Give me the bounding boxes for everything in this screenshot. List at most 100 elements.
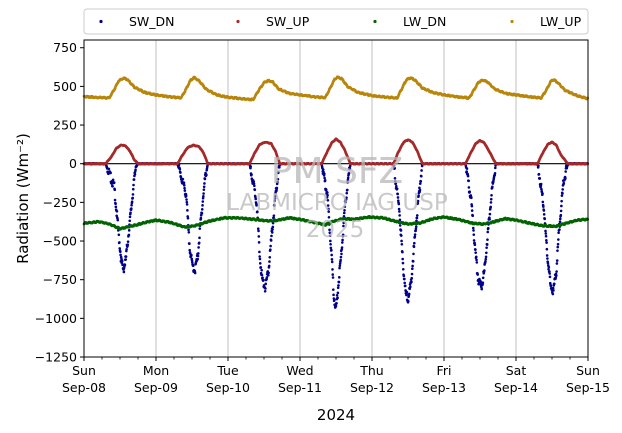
- data-point-sw_dn: [559, 209, 563, 213]
- data-point-sw_dn: [273, 199, 277, 203]
- data-point-sw_dn: [330, 248, 333, 252]
- data-point-sw_dn: [107, 167, 111, 171]
- data-point-sw_dn: [254, 197, 257, 201]
- data-point-sw_dn: [131, 187, 135, 191]
- data-point-sw_dn: [340, 252, 343, 256]
- data-point-sw_dn: [203, 177, 207, 181]
- data-point-sw_dn: [397, 202, 401, 206]
- data-point-sw_dn: [119, 253, 122, 257]
- data-point-sw_dn: [561, 188, 565, 191]
- grid: [155, 40, 517, 357]
- data-point-sw_dn: [329, 239, 332, 243]
- data-point-sw_dn: [178, 167, 182, 171]
- data-point-sw_dn: [416, 199, 420, 203]
- data-point-sw_dn: [398, 218, 402, 222]
- data-point-sw_dn: [327, 207, 330, 211]
- data-point-sw_dn: [271, 228, 274, 231]
- data-point-sw_dn: [471, 214, 475, 218]
- data-point-sw_dn: [340, 248, 344, 251]
- data-point-sw_dn: [488, 212, 492, 216]
- data-point-sw_dn: [556, 245, 560, 249]
- data-point-sw_dn: [193, 271, 197, 275]
- data-point-sw_dn: [122, 270, 126, 274]
- data-point-sw_dn: [340, 246, 344, 249]
- data-point-sw_dn: [265, 276, 269, 279]
- data-point-sw_dn: [468, 190, 472, 193]
- data-point-sw_dn: [127, 233, 131, 237]
- data-point-sw_dn: [336, 296, 339, 300]
- data-point-sw_dn: [474, 251, 477, 254]
- data-point-sw_dn: [258, 255, 261, 258]
- data-point-sw_dn: [484, 260, 487, 263]
- data-point-sw_dn: [325, 196, 329, 199]
- data-point-sw_dn: [401, 267, 405, 271]
- data-point-sw_dn: [323, 179, 327, 182]
- data-point-sw_dn: [198, 236, 201, 240]
- data-point-sw_dn: [197, 241, 201, 245]
- data-point-sw_dn: [403, 277, 406, 281]
- data-point-sw_dn: [472, 233, 476, 236]
- data-point-sw_dn: [546, 257, 549, 260]
- data-point-sw_dn: [200, 208, 204, 211]
- data-point-sw_dn: [401, 261, 405, 265]
- data-point-sw_dn: [255, 203, 259, 207]
- data-point-sw_dn: [418, 182, 422, 185]
- data-point-sw_dn: [542, 213, 546, 216]
- data-point-sw_dn: [260, 268, 264, 272]
- data-point-sw_dn: [326, 193, 329, 197]
- data-point-sw_dn: [540, 187, 543, 191]
- data-point-sw_dn: [196, 254, 200, 258]
- data-point-sw_dn: [490, 194, 493, 197]
- data-point-sw_dn: [202, 185, 206, 189]
- data-point-sw_dn: [405, 290, 409, 294]
- data-point-sw_dn: [400, 234, 403, 237]
- data-point-sw_dn: [494, 166, 497, 170]
- data-point-sw_dn: [551, 292, 555, 296]
- data-point-sw_dn: [185, 198, 188, 201]
- data-point-sw_dn: [564, 177, 567, 180]
- data-point-sw_dn: [474, 248, 477, 251]
- data-point-sw_dn: [398, 210, 401, 213]
- data-point-sw_dn: [323, 176, 326, 180]
- data-point-sw_dn: [415, 214, 419, 217]
- data-point-sw_dn: [344, 200, 347, 204]
- data-point-sw_dn: [560, 199, 563, 203]
- data-point-sw_dn: [337, 276, 341, 279]
- data-point-sw_dn: [334, 304, 338, 308]
- data-point-sw_dn: [120, 259, 124, 263]
- data-point-sw_dn: [466, 174, 470, 178]
- data-point-sw_dn: [134, 168, 137, 172]
- data-point-sw_dn: [117, 233, 121, 237]
- data-point-sw_dn: [558, 220, 562, 224]
- data-point-sw_dn: [345, 196, 348, 199]
- data-point-sw_dn: [541, 192, 544, 195]
- data-point-sw_dn: [126, 240, 130, 243]
- data-point-sw_dn: [256, 227, 260, 230]
- data-point-sw_dn: [537, 164, 540, 168]
- data-point-sw_dn: [327, 210, 331, 213]
- data-point-sw_dn: [331, 268, 334, 271]
- data-point-sw_dn: [205, 173, 208, 177]
- data-point-sw_dn: [417, 194, 420, 197]
- data-point-sw_dn: [332, 293, 335, 297]
- data-point-sw_dn: [557, 238, 560, 241]
- data-point-sw_dn: [263, 289, 267, 293]
- data-point-sw_dn: [472, 239, 476, 242]
- data-point-sw_dn: [343, 205, 347, 209]
- data-point-sw_dn: [341, 233, 345, 237]
- data-point-sw_dn: [418, 188, 422, 192]
- data-point-sw_dn: [541, 200, 545, 204]
- data-point-sw_dn: [403, 281, 406, 285]
- data-point-sw_dn: [546, 261, 550, 265]
- data-point-sw_dn: [488, 217, 491, 221]
- data-point-sw_dn: [184, 194, 188, 198]
- data-point-sw_dn: [270, 234, 273, 238]
- series-layer: [82, 75, 590, 309]
- data-point-sw_dn: [327, 215, 331, 219]
- data-point-sw_dn: [337, 280, 341, 284]
- data-point-sw_dn: [413, 233, 417, 236]
- data-point-sw_dn: [489, 201, 493, 204]
- data-point-sw_dn: [321, 168, 325, 171]
- data-point-sw_dn: [342, 221, 346, 225]
